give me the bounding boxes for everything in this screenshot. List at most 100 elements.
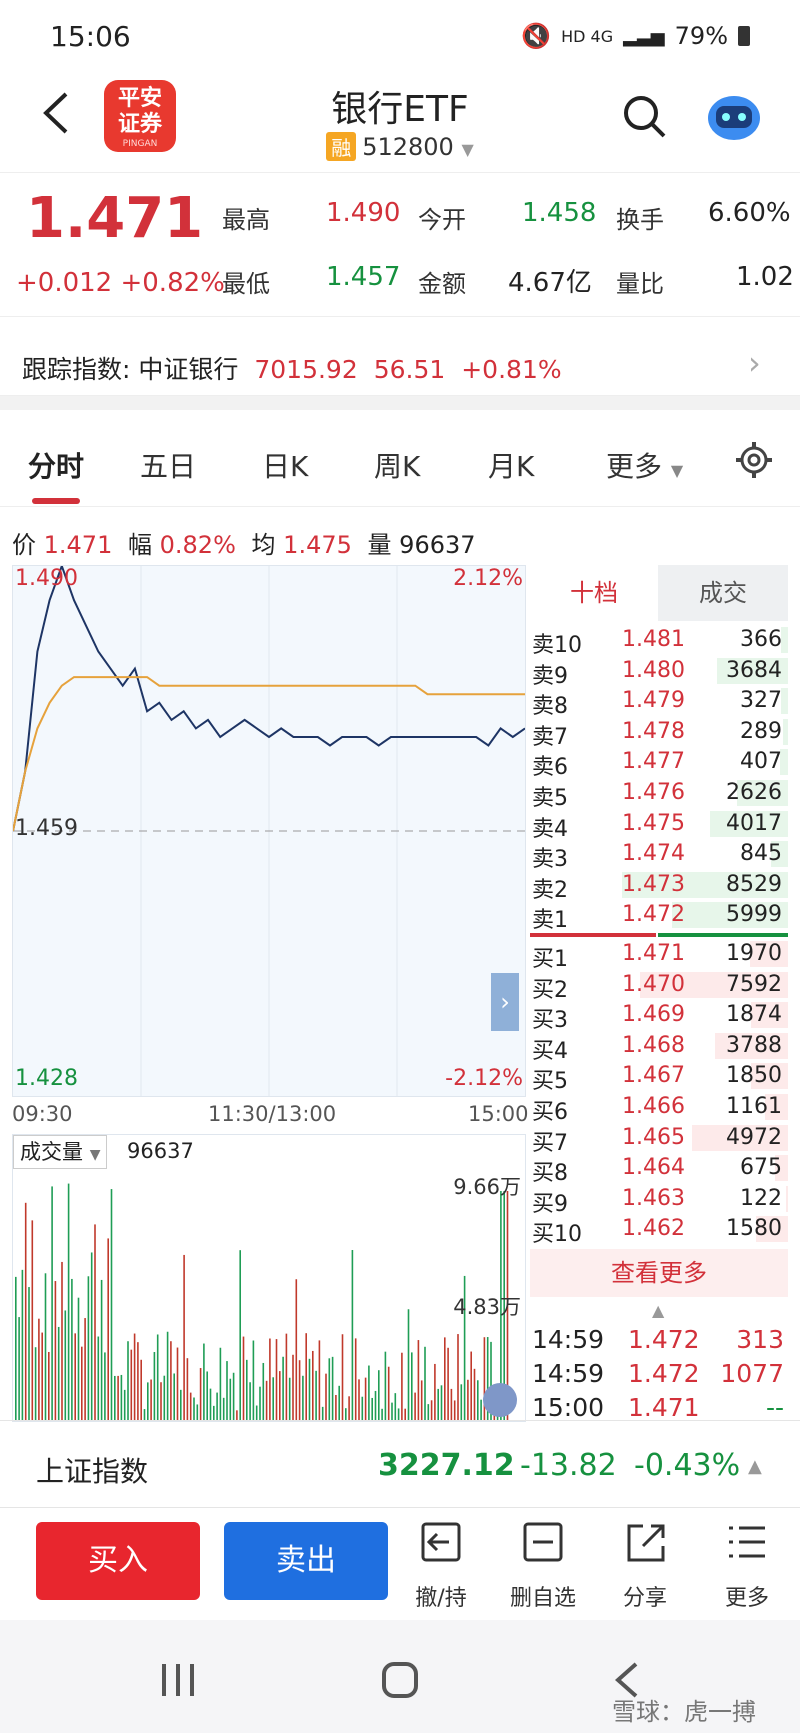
- volume-bar: [298, 1360, 301, 1421]
- home-button[interactable]: [380, 1660, 420, 1704]
- tab-weekly-k[interactable]: 周K: [374, 450, 421, 483]
- view-more-button[interactable]: 查看更多: [530, 1249, 788, 1297]
- tab-more[interactable]: 更多 ▼: [606, 450, 684, 483]
- ask-volume: 3684: [726, 657, 782, 683]
- ask-level-row[interactable]: 卖9 1.480 3684: [530, 656, 788, 689]
- stock-code[interactable]: 融 512800 ▼: [0, 132, 800, 161]
- ask-price: 1.475: [622, 810, 685, 836]
- market-index-bar[interactable]: [0, 1420, 800, 1508]
- bid-level-row[interactable]: 买6 1.466 1161: [530, 1092, 788, 1125]
- volume-bar: [341, 1334, 344, 1421]
- volume-bar: [246, 1359, 248, 1421]
- chevron-up-icon[interactable]: ▲: [652, 1301, 665, 1320]
- volume-bar: [84, 1318, 86, 1421]
- ask-level-row[interactable]: 卖4 1.475 4017: [530, 809, 788, 842]
- bid-depth-bar: [640, 971, 788, 998]
- volume-bar: [213, 1405, 215, 1421]
- bid-level-row[interactable]: 买9 1.463 122: [530, 1184, 788, 1217]
- expand-panel-button[interactable]: ›: [491, 973, 519, 1031]
- volume-bar: [71, 1278, 73, 1421]
- ask-volume: 407: [740, 749, 782, 775]
- x-label-close: 15:00: [468, 1102, 529, 1126]
- ask-level-label: 卖9: [532, 663, 568, 689]
- ask-level-label: 卖7: [532, 724, 568, 750]
- intraday-chart[interactable]: 1.490 1.459 1.428 2.12% -2.12% ›: [12, 565, 526, 1097]
- bid-divider: [658, 933, 788, 937]
- volume-bar: [180, 1389, 182, 1421]
- ask-depth-bar: [736, 780, 788, 806]
- buy-button[interactable]: 买入: [36, 1522, 200, 1600]
- ask-volume: 289: [740, 718, 782, 744]
- bid-level-row[interactable]: 买3 1.469 1874: [530, 1000, 788, 1033]
- volume-bar: [490, 1341, 492, 1421]
- volume-bar: [236, 1410, 238, 1421]
- floating-tool-icon[interactable]: [483, 1383, 517, 1417]
- tracking-index-row[interactable]: [0, 316, 800, 396]
- volume-chart[interactable]: 成交量 ▼ 96637 9.66万 4.83万: [12, 1134, 526, 1422]
- tab-order-levels[interactable]: 十档: [530, 565, 658, 621]
- volume-mid-label: 4.83万: [453, 1295, 521, 1319]
- status-bar: 15:06 🔇 HD 4G ▂▃▅ 79%: [0, 0, 800, 70]
- bid-price: 1.467: [622, 1063, 685, 1089]
- bid-depth-bar: [774, 1155, 788, 1182]
- ask-price: 1.476: [622, 780, 685, 805]
- back-button[interactable]: [36, 88, 76, 138]
- remove-watchlist-button[interactable]: 删自选: [508, 1520, 578, 1612]
- tab-five-day[interactable]: 五日: [140, 450, 197, 483]
- ask-level-row[interactable]: 卖5 1.476 2626: [530, 778, 788, 811]
- bid-level-row[interactable]: 买2 1.470 7592: [530, 970, 788, 1003]
- bid-level-row[interactable]: 买7 1.465 4972: [530, 1123, 788, 1156]
- volume-bar: [430, 1400, 433, 1421]
- volume-bar: [127, 1341, 129, 1421]
- volume-bar: [453, 1400, 456, 1421]
- ask-level-row[interactable]: 卖1 1.472 5999: [530, 900, 788, 933]
- bid-level-row[interactable]: 买10 1.462 1580: [530, 1214, 788, 1247]
- bid-level-label: 买1: [532, 947, 568, 972]
- more-button[interactable]: 更多: [712, 1520, 782, 1612]
- pct-top-label: 2.12%: [453, 566, 523, 591]
- ask-level-row[interactable]: 卖6 1.477 407: [530, 747, 788, 780]
- ask-level-row[interactable]: 卖8 1.479 327: [530, 686, 788, 719]
- bid-volume: 3788: [726, 1032, 782, 1058]
- volume-bar: [219, 1347, 222, 1421]
- settings-button[interactable]: [734, 440, 774, 484]
- sell-button[interactable]: 卖出: [224, 1522, 388, 1600]
- share-button[interactable]: 分享: [610, 1520, 680, 1612]
- ask-volume: 845: [740, 841, 782, 867]
- ask-level-row[interactable]: 卖2 1.473 8529: [530, 870, 788, 903]
- tab-daily-k[interactable]: 日K: [262, 450, 309, 483]
- bid-level-row[interactable]: 买4 1.468 3788: [530, 1031, 788, 1064]
- system-back-button[interactable]: [612, 1660, 642, 1704]
- bid-price: 1.468: [622, 1032, 685, 1058]
- bid-level-row[interactable]: 买8 1.464 675: [530, 1153, 788, 1186]
- bid-volume: 4972: [726, 1124, 782, 1150]
- tab-trades[interactable]: 成交: [658, 565, 788, 621]
- bid-depth-bar: [764, 1094, 788, 1120]
- ask-level-row[interactable]: 卖3 1.474 845: [530, 839, 788, 872]
- tab-intraday[interactable]: 分时: [28, 450, 85, 483]
- bid-level-row[interactable]: 买1 1.471 1970: [530, 939, 788, 972]
- search-button[interactable]: [620, 92, 670, 146]
- volume-bar: [450, 1388, 453, 1421]
- amount-label: 金额: [418, 270, 466, 298]
- robot-assistant-button[interactable]: [704, 88, 764, 148]
- cancel-hold-button[interactable]: 撤/持: [406, 1520, 476, 1612]
- bid-level-label: 买3: [532, 1008, 568, 1034]
- volume-bar: [384, 1351, 387, 1421]
- volume-bar: [331, 1356, 334, 1421]
- volume-bar: [394, 1393, 397, 1421]
- volume-bar: [147, 1382, 149, 1421]
- ask-level-row[interactable]: 卖10 1.481 366: [530, 625, 788, 658]
- volume-selector[interactable]: 成交量 ▼: [13, 1135, 108, 1169]
- chevron-up-icon[interactable]: ▲: [748, 1456, 762, 1477]
- bid-level-label: 买5: [532, 1069, 568, 1095]
- recent-apps-icon: [162, 1664, 194, 1696]
- volume-bar: [54, 1281, 57, 1421]
- recent-apps-button[interactable]: [158, 1660, 198, 1704]
- volume-bar: [186, 1358, 189, 1421]
- bid-depth-bar: [749, 941, 788, 967]
- amount-value: 4.67亿: [508, 268, 592, 298]
- ask-level-row[interactable]: 卖7 1.478 289: [530, 717, 788, 750]
- bid-level-row[interactable]: 买5 1.467 1850: [530, 1061, 788, 1094]
- tab-monthly-k[interactable]: 月K: [488, 450, 535, 483]
